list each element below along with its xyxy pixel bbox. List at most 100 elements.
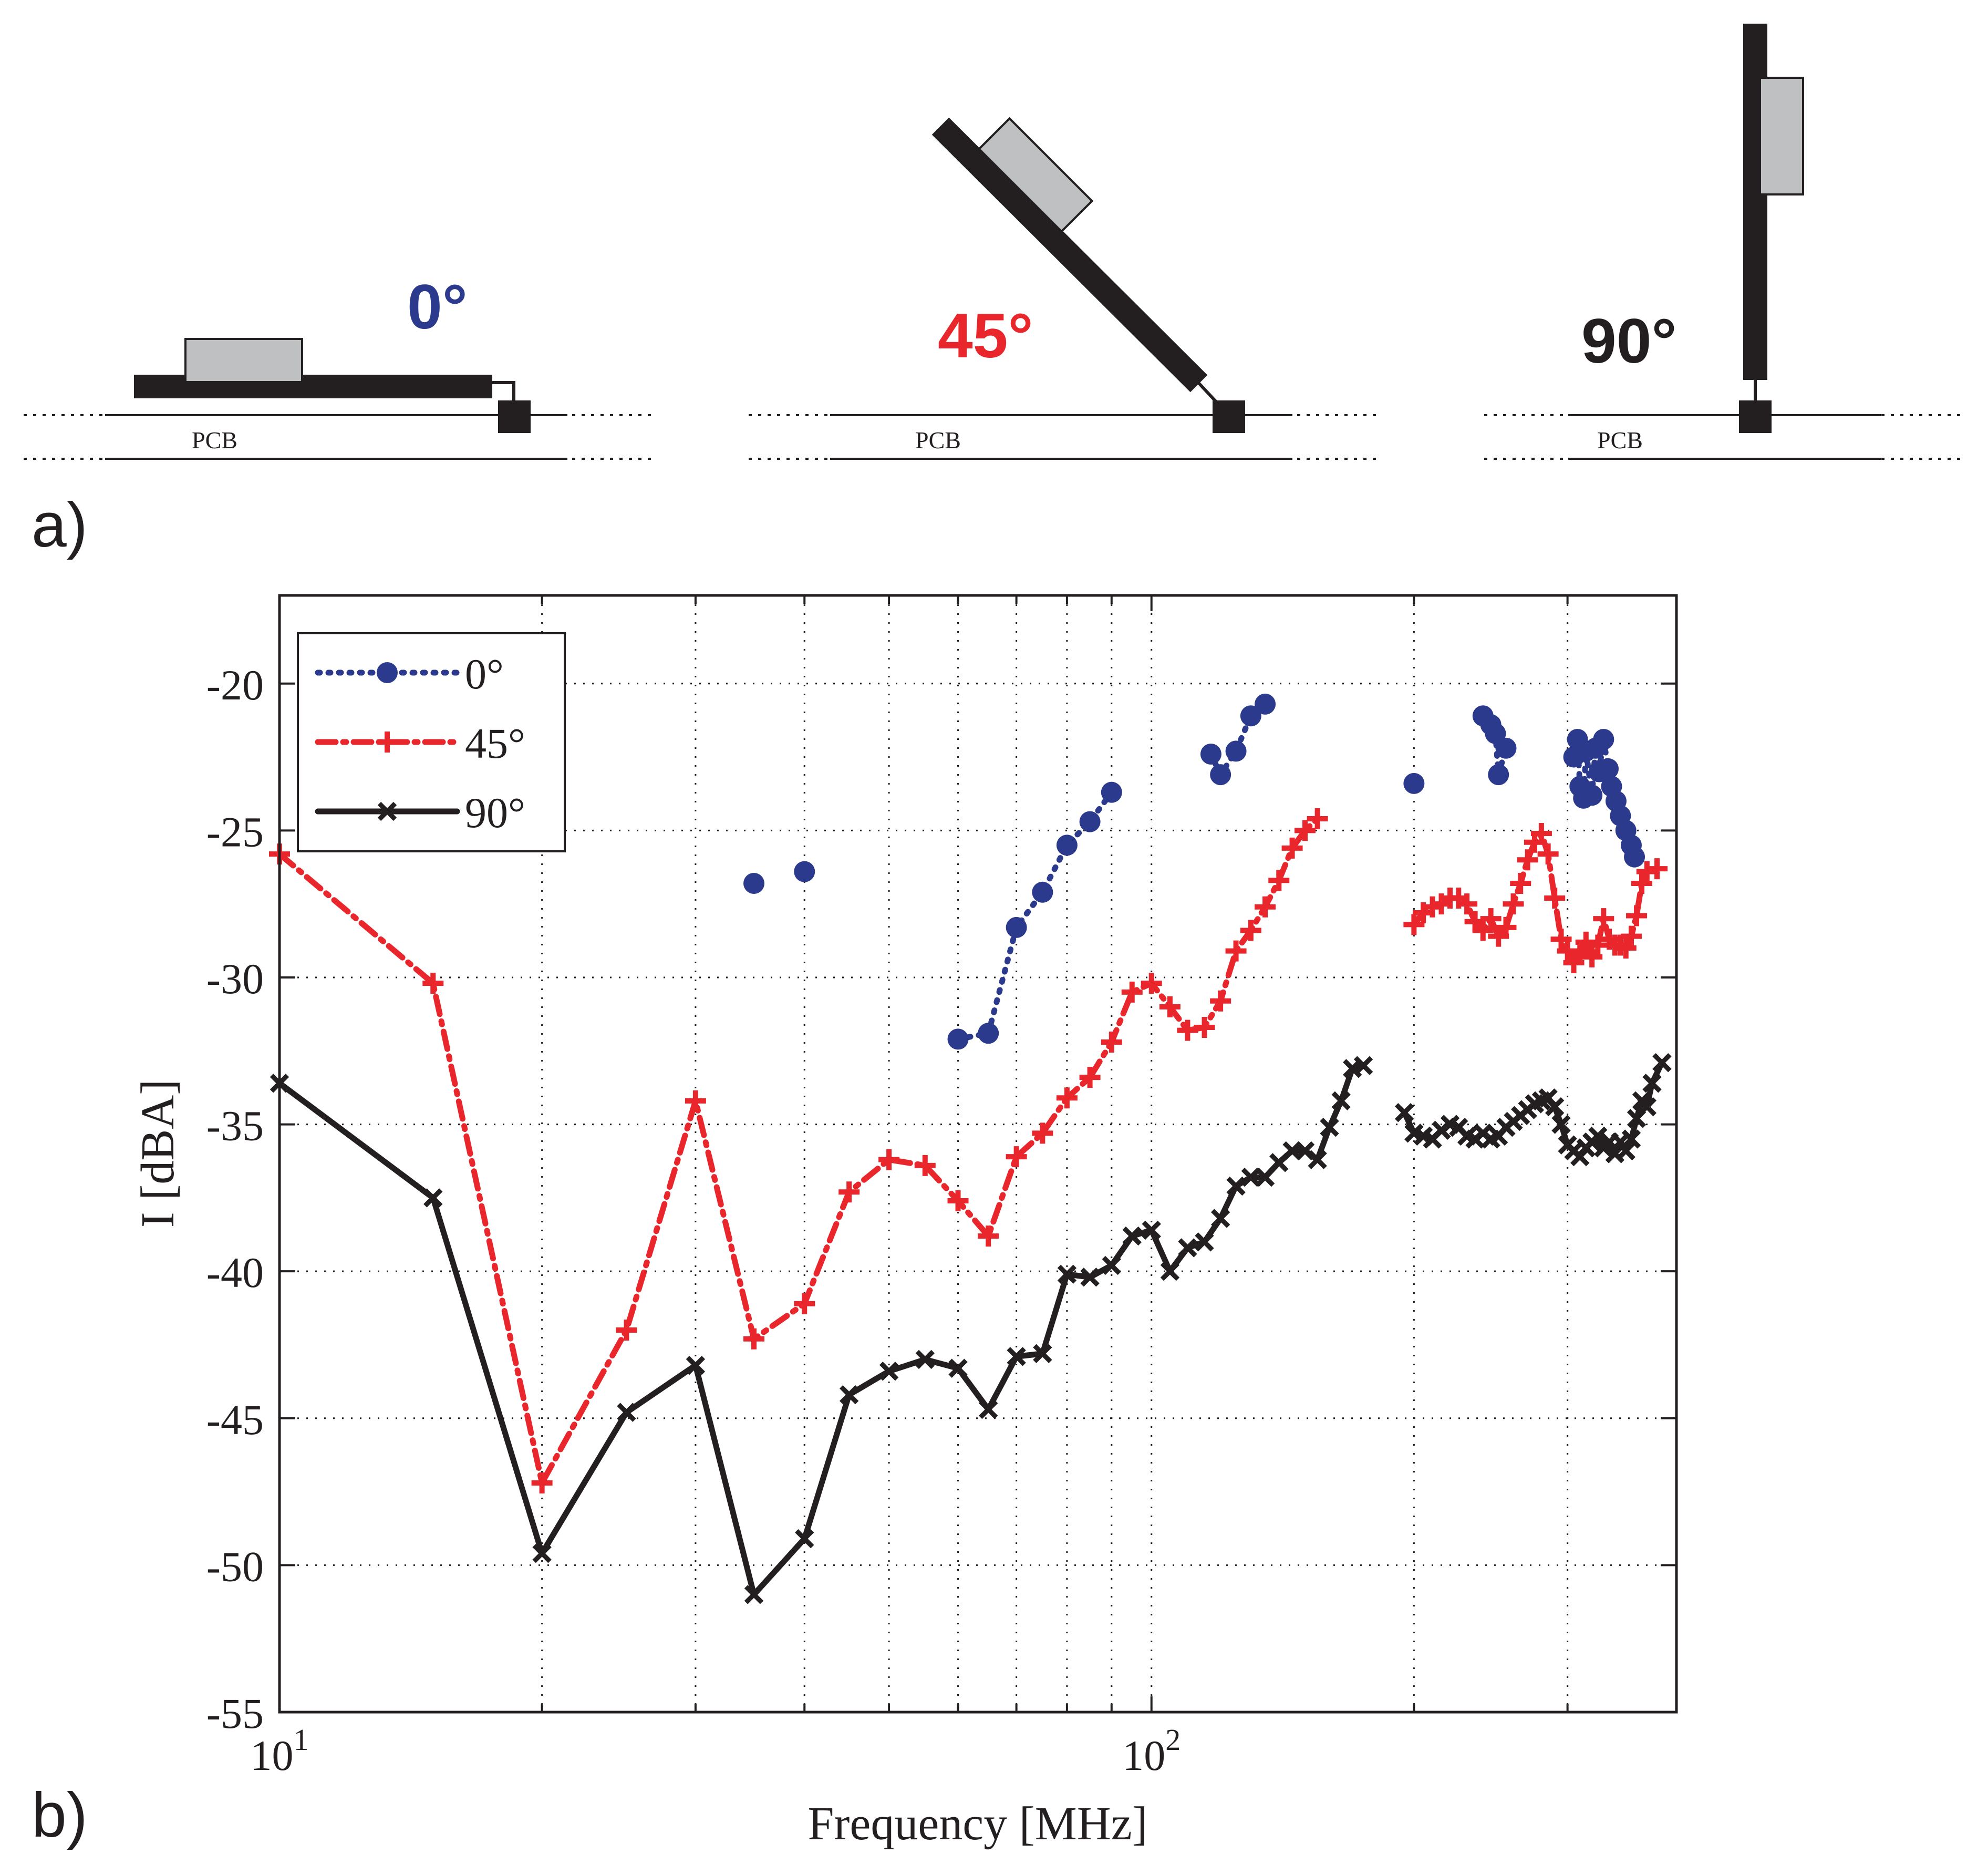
data-point-x bbox=[1621, 1129, 1641, 1149]
legend: 0° 45° 90° bbox=[297, 632, 566, 852]
data-point-x bbox=[1295, 1141, 1315, 1161]
data-point-plus bbox=[1141, 973, 1162, 994]
data-point-plus bbox=[1569, 943, 1591, 965]
data-point-circle bbox=[1485, 723, 1506, 744]
data-point-circle bbox=[1403, 772, 1425, 794]
data-point-x bbox=[423, 1188, 443, 1208]
component bbox=[977, 117, 1094, 233]
x-axis-label: Frequency [MHz] bbox=[807, 1798, 1147, 1850]
data-point-x bbox=[1210, 1209, 1230, 1228]
panel-a-label: a) bbox=[32, 490, 88, 560]
data-point-circle bbox=[794, 861, 815, 882]
data-point-x bbox=[1195, 1232, 1214, 1252]
data-point-plus bbox=[1281, 837, 1303, 859]
panel-a: 0° PCB 45° PCB 9 bbox=[24, 24, 1965, 560]
data-point-x bbox=[1652, 1053, 1672, 1073]
data-point-x bbox=[1545, 1097, 1565, 1117]
data-point-x bbox=[1588, 1126, 1608, 1146]
data-point-x bbox=[1007, 1347, 1026, 1366]
legend-label: 0° bbox=[465, 650, 504, 698]
x-tick-label-base: 10 bbox=[251, 1732, 294, 1779]
data-point-x bbox=[1122, 1226, 1142, 1246]
pcb-label: PCB bbox=[1597, 427, 1643, 454]
x-tick-label: 101 bbox=[251, 1723, 309, 1779]
data-point-x bbox=[1551, 1115, 1571, 1134]
component bbox=[1759, 77, 1804, 195]
series-line bbox=[276, 1063, 1366, 1598]
data-point-x bbox=[1616, 1141, 1635, 1161]
x-tick-label-base: 10 bbox=[1122, 1732, 1165, 1779]
data-point-x bbox=[1394, 1103, 1414, 1122]
data-point-plus bbox=[1056, 1087, 1078, 1109]
data-point-plus bbox=[878, 1149, 900, 1170]
data-point-plus bbox=[794, 1293, 815, 1314]
data-point-x bbox=[1102, 1255, 1121, 1275]
data-point-plus bbox=[838, 1181, 860, 1203]
data-point-plus bbox=[1581, 946, 1603, 967]
data-point-x bbox=[1142, 1220, 1161, 1240]
data-point-plus bbox=[1626, 905, 1648, 926]
axes-frame bbox=[278, 594, 1678, 1714]
y-tick-label: -25 bbox=[206, 808, 264, 856]
data-point-plus bbox=[685, 1090, 706, 1111]
diagram-45deg: 45° PCB bbox=[749, 117, 1376, 460]
data-point-x bbox=[1642, 1074, 1662, 1093]
data-point-plus bbox=[914, 1155, 936, 1176]
component bbox=[184, 338, 303, 383]
data-point-plus bbox=[1480, 908, 1502, 930]
data-point-plus bbox=[1240, 920, 1261, 941]
pcb-label: PCB bbox=[192, 427, 237, 454]
y-tick-label: -20 bbox=[206, 661, 264, 709]
data-point-circle bbox=[1598, 758, 1619, 779]
data-point-plus bbox=[1503, 893, 1524, 915]
y-tick-label: -55 bbox=[206, 1690, 264, 1737]
connector-block bbox=[1213, 400, 1245, 433]
data-point-x bbox=[686, 1355, 706, 1375]
data-point-plus bbox=[1121, 981, 1143, 1003]
data-point-plus bbox=[531, 1472, 553, 1494]
ticks bbox=[278, 595, 1678, 1713]
data-point-plus bbox=[422, 973, 444, 994]
data-point-plus bbox=[1194, 1017, 1215, 1038]
data-point-circle bbox=[1240, 705, 1261, 727]
data-point-x bbox=[1178, 1238, 1197, 1258]
data-point-x bbox=[532, 1543, 552, 1563]
series-layer bbox=[269, 693, 1672, 1604]
data-point-plus bbox=[1472, 920, 1494, 941]
data-point-plus bbox=[1177, 1019, 1198, 1041]
data-point-x bbox=[979, 1399, 998, 1419]
data-point-plus bbox=[1159, 996, 1181, 1017]
data-point-plus bbox=[1620, 925, 1642, 947]
data-point-circle bbox=[1488, 764, 1509, 786]
data-point-circle bbox=[377, 662, 398, 683]
data-point-plus bbox=[1403, 914, 1425, 935]
data-point-plus bbox=[1307, 808, 1328, 829]
angle-label: 45° bbox=[938, 301, 1033, 371]
data-point-circle bbox=[1225, 740, 1247, 762]
data-point-plus bbox=[1495, 916, 1517, 938]
data-point-plus bbox=[1032, 1122, 1053, 1144]
data-point-plus bbox=[1636, 861, 1658, 882]
angle-label: 90° bbox=[1581, 306, 1676, 376]
data-point-plus bbox=[1537, 843, 1559, 865]
data-point-plus bbox=[1593, 908, 1614, 930]
data-point-plus bbox=[1225, 940, 1247, 962]
data-point-plus bbox=[947, 1190, 969, 1211]
data-point-x bbox=[795, 1529, 814, 1549]
data-point-circle bbox=[1581, 785, 1603, 806]
data-point-x bbox=[1057, 1264, 1077, 1284]
series-90° bbox=[270, 1053, 1672, 1604]
diagram-90deg: 90° PCB bbox=[1484, 24, 1965, 460]
data-point-x bbox=[1308, 1150, 1327, 1169]
data-point-circle bbox=[1593, 729, 1614, 750]
data-point-circle bbox=[743, 873, 765, 894]
angle-label: 0° bbox=[407, 272, 468, 342]
y-tick-label: -45 bbox=[206, 1396, 264, 1444]
data-point-plus bbox=[1006, 1146, 1027, 1168]
data-point-plus bbox=[1544, 887, 1566, 909]
data-point-x bbox=[879, 1362, 899, 1381]
x-tick-label: 102 bbox=[1122, 1723, 1181, 1779]
y-axis-label: I [dBA] bbox=[132, 1079, 184, 1228]
